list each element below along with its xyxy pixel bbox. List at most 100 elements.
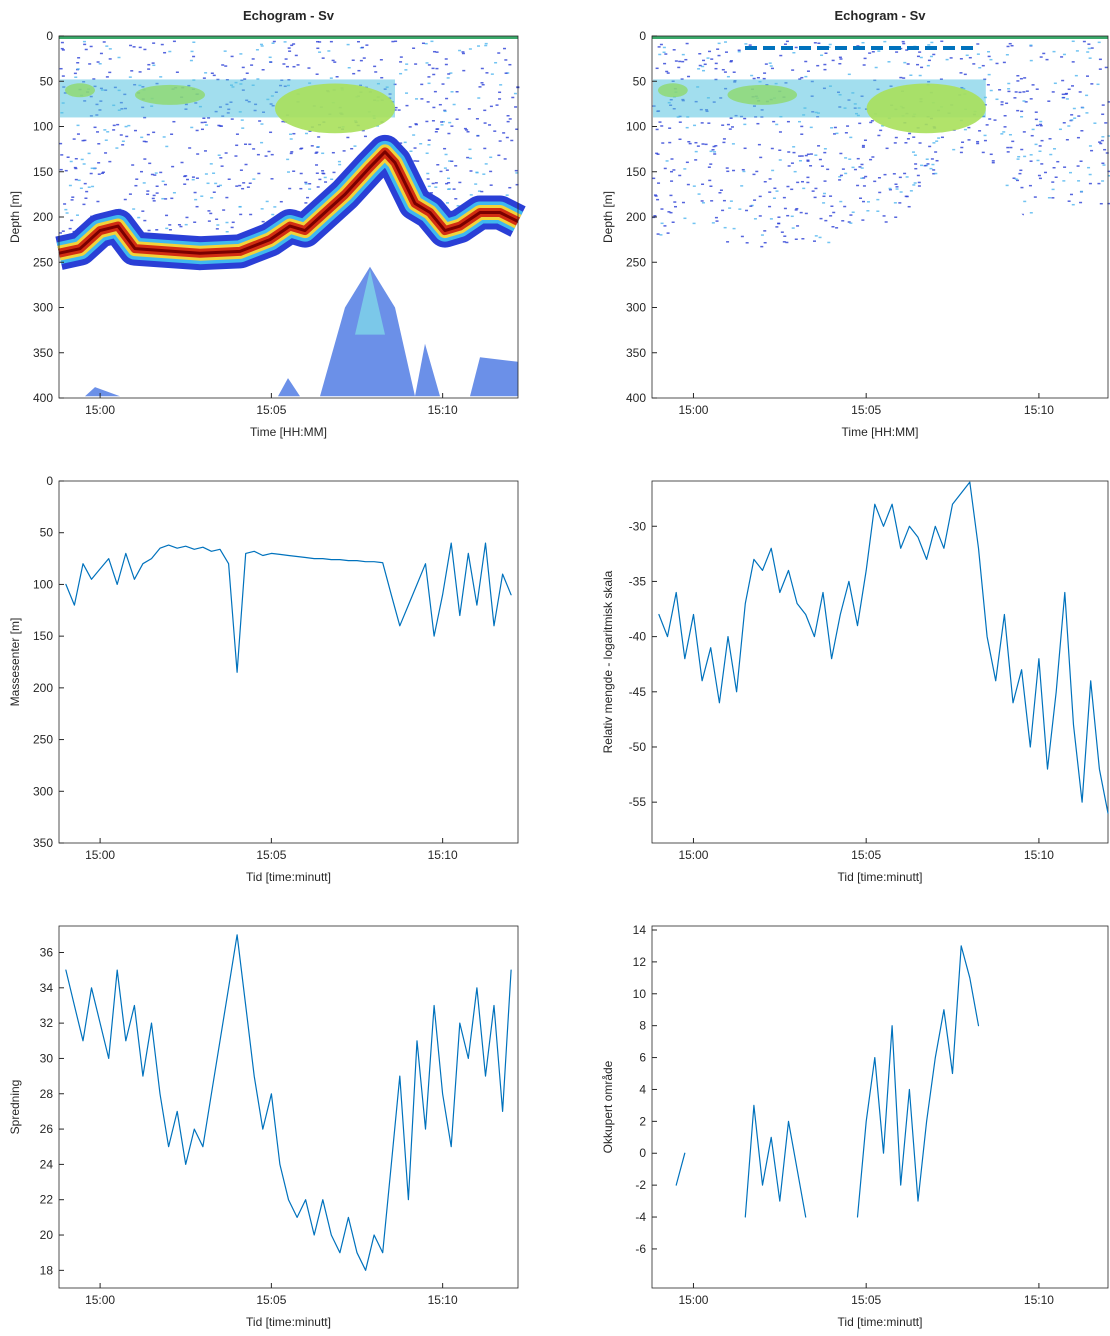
echo-speckle bbox=[772, 197, 776, 199]
echo-speckle bbox=[513, 92, 517, 95]
y-tick-label: 300 bbox=[33, 301, 53, 315]
echo-speckle bbox=[416, 160, 420, 162]
echo-speckle bbox=[165, 214, 169, 217]
echo-speckle bbox=[722, 199, 726, 202]
echo-speckle bbox=[106, 131, 110, 133]
echo-speckle bbox=[806, 159, 810, 161]
echo-speckle bbox=[778, 159, 782, 161]
echo-speckle bbox=[1011, 140, 1015, 143]
echo-speckle bbox=[792, 146, 796, 148]
echo-speckle bbox=[724, 51, 728, 53]
echo-speckle bbox=[483, 147, 487, 150]
echo-speckle bbox=[1079, 160, 1083, 162]
echo-speckle bbox=[77, 179, 81, 182]
echo-speckle bbox=[252, 148, 256, 150]
echo-speckle bbox=[809, 165, 813, 167]
echo-speckle bbox=[1052, 148, 1056, 150]
echo-speckle bbox=[61, 75, 65, 77]
echo-speckle bbox=[1007, 82, 1011, 85]
echo-speckle bbox=[869, 121, 873, 124]
echo-speckle bbox=[899, 191, 903, 193]
echo-speckle bbox=[681, 53, 685, 56]
echo-speckle bbox=[216, 224, 220, 226]
echo-speckle bbox=[443, 109, 447, 112]
echo-speckle bbox=[424, 42, 428, 45]
echo-speckle bbox=[658, 121, 662, 123]
echo-speckle bbox=[1075, 50, 1079, 52]
echo-speckle bbox=[813, 196, 817, 199]
echo-speckle bbox=[290, 44, 294, 47]
echo-speckle bbox=[895, 186, 899, 188]
echo-speckle bbox=[438, 103, 442, 106]
echo-speckle bbox=[70, 199, 74, 201]
echo-speckle bbox=[59, 67, 63, 70]
echo-speckle bbox=[404, 69, 408, 71]
echo-speckle bbox=[190, 50, 194, 53]
echo-speckle bbox=[785, 241, 789, 244]
echo-speckle bbox=[484, 42, 488, 45]
echo-speckle bbox=[737, 49, 741, 52]
y-tick-label: 200 bbox=[626, 210, 646, 224]
echo-speckle bbox=[447, 182, 451, 184]
echo-speckle bbox=[399, 56, 403, 58]
echo-speckle bbox=[248, 143, 252, 146]
echo-speckle bbox=[1096, 83, 1100, 86]
echo-speckle bbox=[231, 221, 235, 224]
echo-speckle bbox=[269, 61, 273, 63]
echo-speckle bbox=[673, 201, 677, 203]
echo-speckle bbox=[1069, 193, 1073, 196]
echo-speckle bbox=[230, 226, 234, 229]
echo-speckle bbox=[96, 61, 100, 63]
echo-speckle bbox=[1088, 173, 1092, 176]
echo-speckle bbox=[333, 61, 337, 63]
y-tick-label: 300 bbox=[626, 301, 646, 315]
echo-speckle bbox=[662, 46, 666, 49]
echo-speckle bbox=[683, 168, 687, 170]
echo-speckle bbox=[716, 48, 720, 50]
echo-speckle bbox=[105, 45, 109, 47]
echo-speckle bbox=[207, 210, 211, 212]
x-axis-label: Tid [time:minutt] bbox=[838, 1315, 923, 1329]
echo-speckle bbox=[467, 108, 471, 110]
echo-speckle bbox=[769, 218, 773, 220]
echo-speckle bbox=[902, 77, 906, 79]
y-tick-label: 100 bbox=[33, 577, 53, 591]
x-tick-label: 15:10 bbox=[1024, 848, 1054, 862]
echo-speckle bbox=[728, 207, 732, 209]
echo-speckle bbox=[843, 205, 847, 208]
echo-speckle bbox=[1014, 91, 1018, 93]
echo-speckle bbox=[665, 160, 669, 162]
echo-speckle bbox=[436, 164, 440, 166]
echo-speckle bbox=[195, 177, 199, 179]
echo-speckle bbox=[986, 84, 990, 86]
echo-speckle bbox=[729, 60, 733, 63]
echo-speckle bbox=[817, 42, 821, 45]
x-tick-label: 15:10 bbox=[1024, 403, 1054, 417]
echo-speckle bbox=[1006, 45, 1010, 48]
echo-speckle bbox=[64, 208, 68, 211]
data-line bbox=[676, 946, 1108, 1217]
echo-speckle bbox=[104, 152, 108, 154]
echo-speckle bbox=[69, 160, 73, 163]
echo-speckle bbox=[152, 42, 156, 44]
echo-speckle bbox=[991, 160, 995, 162]
echo-speckle bbox=[663, 167, 667, 170]
echo-speckle bbox=[684, 58, 688, 61]
echo-speckle bbox=[693, 124, 697, 127]
y-tick-label: -2 bbox=[635, 1178, 646, 1192]
echo-speckle bbox=[877, 134, 881, 137]
echo-speckle bbox=[497, 154, 501, 157]
echo-speckle bbox=[461, 51, 465, 53]
echo-speckle bbox=[104, 139, 108, 141]
echo-speckle bbox=[1070, 119, 1074, 121]
echo-speckle bbox=[987, 73, 991, 76]
echo-speckle bbox=[709, 185, 713, 187]
echo-speckle bbox=[657, 182, 661, 184]
y-tick-label: 0 bbox=[46, 474, 53, 488]
echo-speckle bbox=[190, 126, 194, 129]
echo-speckle bbox=[694, 159, 698, 161]
echo-speckle bbox=[939, 78, 943, 80]
echo-speckle bbox=[801, 238, 805, 240]
echo-speckle bbox=[202, 77, 206, 79]
echo-speckle bbox=[775, 226, 779, 228]
